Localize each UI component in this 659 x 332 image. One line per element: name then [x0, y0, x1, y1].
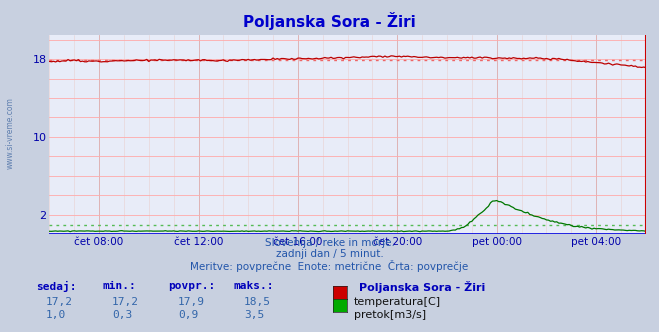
Text: povpr.:: povpr.: [168, 281, 215, 290]
Text: 3,5: 3,5 [244, 310, 264, 320]
Text: min.:: min.: [102, 281, 136, 290]
Text: 17,9: 17,9 [178, 297, 205, 307]
Text: 0,3: 0,3 [112, 310, 132, 320]
Text: Slovenija / reke in morje.: Slovenija / reke in morje. [264, 238, 395, 248]
Text: 17,2: 17,2 [46, 297, 73, 307]
Text: zadnji dan / 5 minut.: zadnji dan / 5 minut. [275, 249, 384, 259]
Text: 18,5: 18,5 [244, 297, 271, 307]
Text: 1,0: 1,0 [46, 310, 67, 320]
Text: sedaj:: sedaj: [36, 281, 76, 291]
Text: maks.:: maks.: [234, 281, 274, 290]
Text: pretok[m3/s]: pretok[m3/s] [354, 310, 426, 320]
Text: 17,2: 17,2 [112, 297, 139, 307]
Text: www.si-vreme.com: www.si-vreme.com [5, 97, 14, 169]
Text: Meritve: povprečne  Enote: metrične  Črta: povprečje: Meritve: povprečne Enote: metrične Črta:… [190, 260, 469, 272]
Text: Poljanska Sora - Žiri: Poljanska Sora - Žiri [359, 281, 486, 292]
Text: Poljanska Sora - Žiri: Poljanska Sora - Žiri [243, 12, 416, 30]
Text: 0,9: 0,9 [178, 310, 198, 320]
Text: temperatura[C]: temperatura[C] [354, 297, 441, 307]
